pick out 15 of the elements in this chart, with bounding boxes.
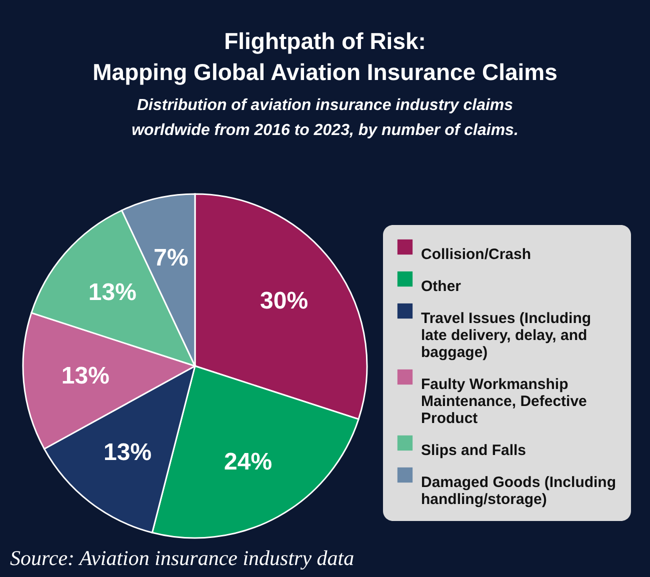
data-label: 13% — [104, 438, 152, 466]
data-label: 30% — [260, 287, 308, 314]
legend-label: Collision/Crash — [421, 246, 532, 263]
legend-label: Slips and Falls — [421, 442, 526, 459]
chart-title: Flightpath of Risk: Mapping Global Aviation Insurance Claims — [92, 28, 558, 85]
legend-label: Faulty Workmanship Maintenance, Defective Product — [421, 376, 587, 427]
data-label: 24% — [224, 448, 272, 476]
source-note: Source: Aviation insurance industry data — [10, 546, 354, 570]
legend-label: Other — [421, 278, 462, 295]
data-label: 7% — [154, 244, 188, 272]
data-label: 13% — [61, 362, 110, 390]
legend-label: Damaged Goods (Including handling/storage) — [421, 474, 616, 508]
chart-subtitle: Distribution of aviation insurance industry claims worldwide from 2016 to 2023, by number of claims. — [132, 97, 518, 139]
legend-label: Travel Issues (Including late delivery, delay, and baggage) — [421, 310, 592, 361]
data-label: 13% — [88, 279, 136, 306]
